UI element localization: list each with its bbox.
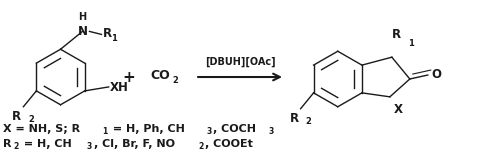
Text: 3: 3	[268, 127, 274, 135]
Text: R: R	[392, 28, 402, 41]
Text: , Cl, Br, F, NO: , Cl, Br, F, NO	[94, 139, 174, 149]
Text: R: R	[102, 27, 112, 40]
Text: R: R	[2, 139, 11, 149]
Text: 2: 2	[28, 115, 34, 124]
Text: 3: 3	[206, 127, 212, 135]
Text: = H, CH: = H, CH	[20, 139, 72, 149]
Text: 2: 2	[172, 76, 178, 85]
Text: = H, Ph, CH: = H, Ph, CH	[108, 124, 184, 134]
Text: H: H	[78, 11, 86, 22]
Text: [DBUH][OAc]: [DBUH][OAc]	[204, 57, 276, 67]
Text: R: R	[12, 110, 22, 123]
Text: , COCH: , COCH	[213, 124, 256, 134]
Text: , COOEt: , COOEt	[204, 139, 252, 149]
Text: +: +	[122, 70, 134, 84]
Text: 2: 2	[306, 117, 312, 126]
Text: XH: XH	[110, 81, 128, 94]
Text: 1: 1	[112, 34, 117, 43]
Text: O: O	[432, 68, 442, 81]
Text: 1: 1	[408, 39, 414, 48]
Text: 2: 2	[14, 142, 19, 151]
Text: N: N	[78, 25, 88, 38]
Text: 1: 1	[102, 127, 107, 135]
Text: 3: 3	[87, 142, 92, 151]
Text: X = NH, S; R: X = NH, S; R	[2, 124, 80, 134]
Text: CO: CO	[150, 69, 170, 81]
Text: X: X	[394, 103, 403, 116]
Text: R: R	[290, 112, 298, 125]
Text: 2: 2	[198, 142, 203, 151]
